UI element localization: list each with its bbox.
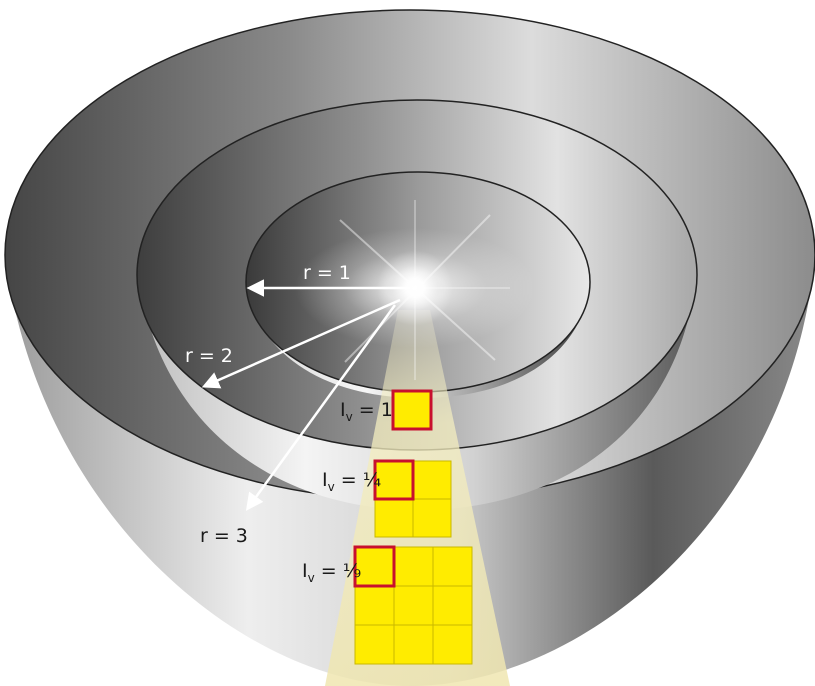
radius-label-1: r = 1 <box>303 262 351 284</box>
grid-cell <box>412 460 452 500</box>
grid-cell <box>392 390 432 430</box>
unit-area-highlight <box>373 459 415 501</box>
intensity-grids <box>353 389 473 665</box>
grid-cell <box>354 585 395 626</box>
radius-label-3: r = 3 <box>200 525 248 547</box>
grid-cell <box>354 624 395 665</box>
grid-cell <box>432 585 473 626</box>
grid-cell <box>393 546 434 587</box>
unit-area-highlight <box>353 545 396 588</box>
grid-cell <box>393 585 434 626</box>
grid-cell <box>393 624 434 665</box>
intensity-label-3: Iv = ⅑ <box>302 560 361 585</box>
light-source <box>295 200 535 380</box>
radius-arrow-2 <box>201 298 401 389</box>
radius-arrow-3 <box>245 304 397 511</box>
radius-label-2: r = 2 <box>185 345 233 367</box>
intensity-label-2: Iv = ¼ <box>322 469 381 494</box>
grid-cell <box>374 498 414 538</box>
grid-cell <box>412 498 452 538</box>
grid-cell <box>432 546 473 587</box>
radius-arrows <box>201 279 410 511</box>
intensity-label-1: Iv = 1 <box>340 399 393 424</box>
unit-area-highlight <box>391 389 433 431</box>
grid-cell <box>432 624 473 665</box>
